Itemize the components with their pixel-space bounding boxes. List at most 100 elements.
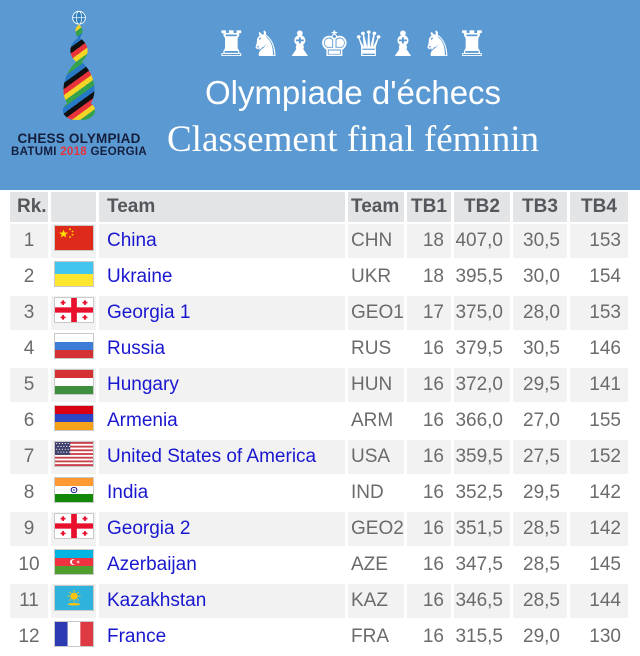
logo-title: CHESS OLYMPIAD bbox=[17, 131, 141, 146]
rank-cell: 1 bbox=[10, 224, 48, 258]
tb1-cell: 16 bbox=[407, 404, 451, 438]
rank-cell: 12 bbox=[10, 620, 48, 654]
tb1-cell: 16 bbox=[407, 332, 451, 366]
team-link[interactable]: United States of America bbox=[107, 446, 317, 467]
team-link[interactable]: Azerbaijan bbox=[107, 554, 197, 575]
team-name-cell: France bbox=[99, 620, 345, 654]
tb2-cell: 347,5 bbox=[454, 548, 510, 582]
team-name-cell: Armenia bbox=[99, 404, 345, 438]
tb3-cell: 30,0 bbox=[513, 260, 567, 294]
flag-icon-india bbox=[53, 477, 94, 503]
tb2-cell: 315,5 bbox=[454, 620, 510, 654]
team-link[interactable]: Kazakhstan bbox=[107, 590, 207, 611]
tb4-cell: 152 bbox=[570, 440, 628, 474]
flag-icon-hungary bbox=[53, 369, 94, 395]
tb1-cell: 16 bbox=[407, 368, 451, 402]
table-header-row: Rk. Team Team TB1 TB2 TB3 TB4 bbox=[10, 192, 628, 222]
tb2-cell: 395,5 bbox=[454, 260, 510, 294]
team-link[interactable]: Armenia bbox=[107, 410, 178, 431]
team-link[interactable]: India bbox=[107, 482, 149, 503]
olympiad-queen-icon bbox=[62, 10, 96, 120]
team-code-cell: GEO2 bbox=[348, 512, 404, 546]
tb4-cell: 145 bbox=[570, 548, 628, 582]
tb3-cell: 27,0 bbox=[513, 404, 567, 438]
flag-cell bbox=[51, 476, 96, 510]
team-link[interactable]: France bbox=[107, 626, 167, 647]
flag-cell bbox=[51, 584, 96, 618]
tb3-cell: 28,5 bbox=[513, 584, 567, 618]
tb4-cell: 155 bbox=[570, 404, 628, 438]
standings-row: 8 India IND 16 352,5 29,5 142 bbox=[10, 476, 628, 510]
standings-row: 10 Azerbaijan AZE 16 347,5 28,5 145 bbox=[10, 548, 628, 582]
tb1-cell: 16 bbox=[407, 440, 451, 474]
team-link[interactable]: Russia bbox=[107, 338, 166, 359]
tb2-cell: 375,0 bbox=[454, 296, 510, 330]
standings-row: 1 China CHN 18 407,0 30,5 153 bbox=[10, 224, 628, 258]
team-name-cell: India bbox=[99, 476, 345, 510]
tb3-cell: 30,5 bbox=[513, 332, 567, 366]
standings-row: 12 France FRA 16 315,5 29,0 130 bbox=[10, 620, 628, 654]
standings-row: 4 Russia RUS 16 379,5 30,5 146 bbox=[10, 332, 628, 366]
tb2-cell: 407,0 bbox=[454, 224, 510, 258]
tb3-cell: 30,5 bbox=[513, 224, 567, 258]
col-header-tb2: TB2 bbox=[454, 192, 510, 222]
standings-row: 6 Armenia ARM 16 366,0 27,0 155 bbox=[10, 404, 628, 438]
flag-cell bbox=[51, 548, 96, 582]
rank-cell: 11 bbox=[10, 584, 48, 618]
team-link[interactable]: Hungary bbox=[107, 374, 179, 395]
rank-cell: 9 bbox=[10, 512, 48, 546]
tb1-cell: 16 bbox=[407, 512, 451, 546]
logo-subtitle: BATUMI 2018 GEORGIA bbox=[11, 146, 147, 158]
standings-row: 3 Georgia 1 GEO1 17 375,0 28,0 153 bbox=[10, 296, 628, 330]
rank-cell: 6 bbox=[10, 404, 48, 438]
team-code-cell: RUS bbox=[348, 332, 404, 366]
tb2-cell: 359,5 bbox=[454, 440, 510, 474]
rank-cell: 4 bbox=[10, 332, 48, 366]
tb4-cell: 153 bbox=[570, 224, 628, 258]
tb4-cell: 142 bbox=[570, 512, 628, 546]
tb3-cell: 29,5 bbox=[513, 368, 567, 402]
team-code-cell: HUN bbox=[348, 368, 404, 402]
rank-cell: 2 bbox=[10, 260, 48, 294]
banner-titles: ♜♞♝♚♛♝♞♜ Olympiade d'échecs Classement f… bbox=[158, 0, 640, 190]
flag-cell bbox=[51, 224, 96, 258]
tb1-cell: 17 bbox=[407, 296, 451, 330]
flag-cell bbox=[51, 296, 96, 330]
tb4-cell: 154 bbox=[570, 260, 628, 294]
tb3-cell: 28,5 bbox=[513, 512, 567, 546]
team-name-cell: United States of America bbox=[99, 440, 345, 474]
standings-row: 11 Kazakhstan KAZ 16 346,5 28,5 144 bbox=[10, 584, 628, 618]
team-link[interactable]: Georgia 1 bbox=[107, 302, 191, 323]
col-header-tb1: TB1 bbox=[407, 192, 451, 222]
col-header-tb4: TB4 bbox=[570, 192, 628, 222]
team-name-cell: Azerbaijan bbox=[99, 548, 345, 582]
tb4-cell: 153 bbox=[570, 296, 628, 330]
rank-cell: 8 bbox=[10, 476, 48, 510]
tb2-cell: 346,5 bbox=[454, 584, 510, 618]
team-code-cell: CHN bbox=[348, 224, 404, 258]
col-header-team: Team bbox=[99, 192, 345, 222]
team-link[interactable]: Ukraine bbox=[107, 266, 173, 287]
team-name-cell: Hungary bbox=[99, 368, 345, 402]
team-code-cell: ARM bbox=[348, 404, 404, 438]
team-code-cell: KAZ bbox=[348, 584, 404, 618]
tb1-cell: 16 bbox=[407, 620, 451, 654]
flag-icon-china bbox=[53, 225, 94, 251]
flag-icon-usa bbox=[53, 441, 94, 467]
flag-cell bbox=[51, 440, 96, 474]
team-code-cell: GEO1 bbox=[348, 296, 404, 330]
flag-cell bbox=[51, 368, 96, 402]
flag-icon-kazakhstan bbox=[53, 585, 94, 611]
tb3-cell: 28,0 bbox=[513, 296, 567, 330]
col-header-tb3: TB3 bbox=[513, 192, 567, 222]
team-code-cell: FRA bbox=[348, 620, 404, 654]
flag-icon-azerbaijan bbox=[53, 549, 94, 575]
team-code-cell: UKR bbox=[348, 260, 404, 294]
rank-cell: 3 bbox=[10, 296, 48, 330]
tournament-banner: CHESS OLYMPIAD BATUMI 2018 GEORGIA ♜♞♝♚♛… bbox=[0, 0, 640, 190]
flag-cell bbox=[51, 620, 96, 654]
team-link[interactable]: China bbox=[107, 230, 157, 251]
logo-city: BATUMI bbox=[11, 146, 57, 158]
team-link[interactable]: Georgia 2 bbox=[107, 518, 191, 539]
col-header-flag bbox=[51, 192, 96, 222]
